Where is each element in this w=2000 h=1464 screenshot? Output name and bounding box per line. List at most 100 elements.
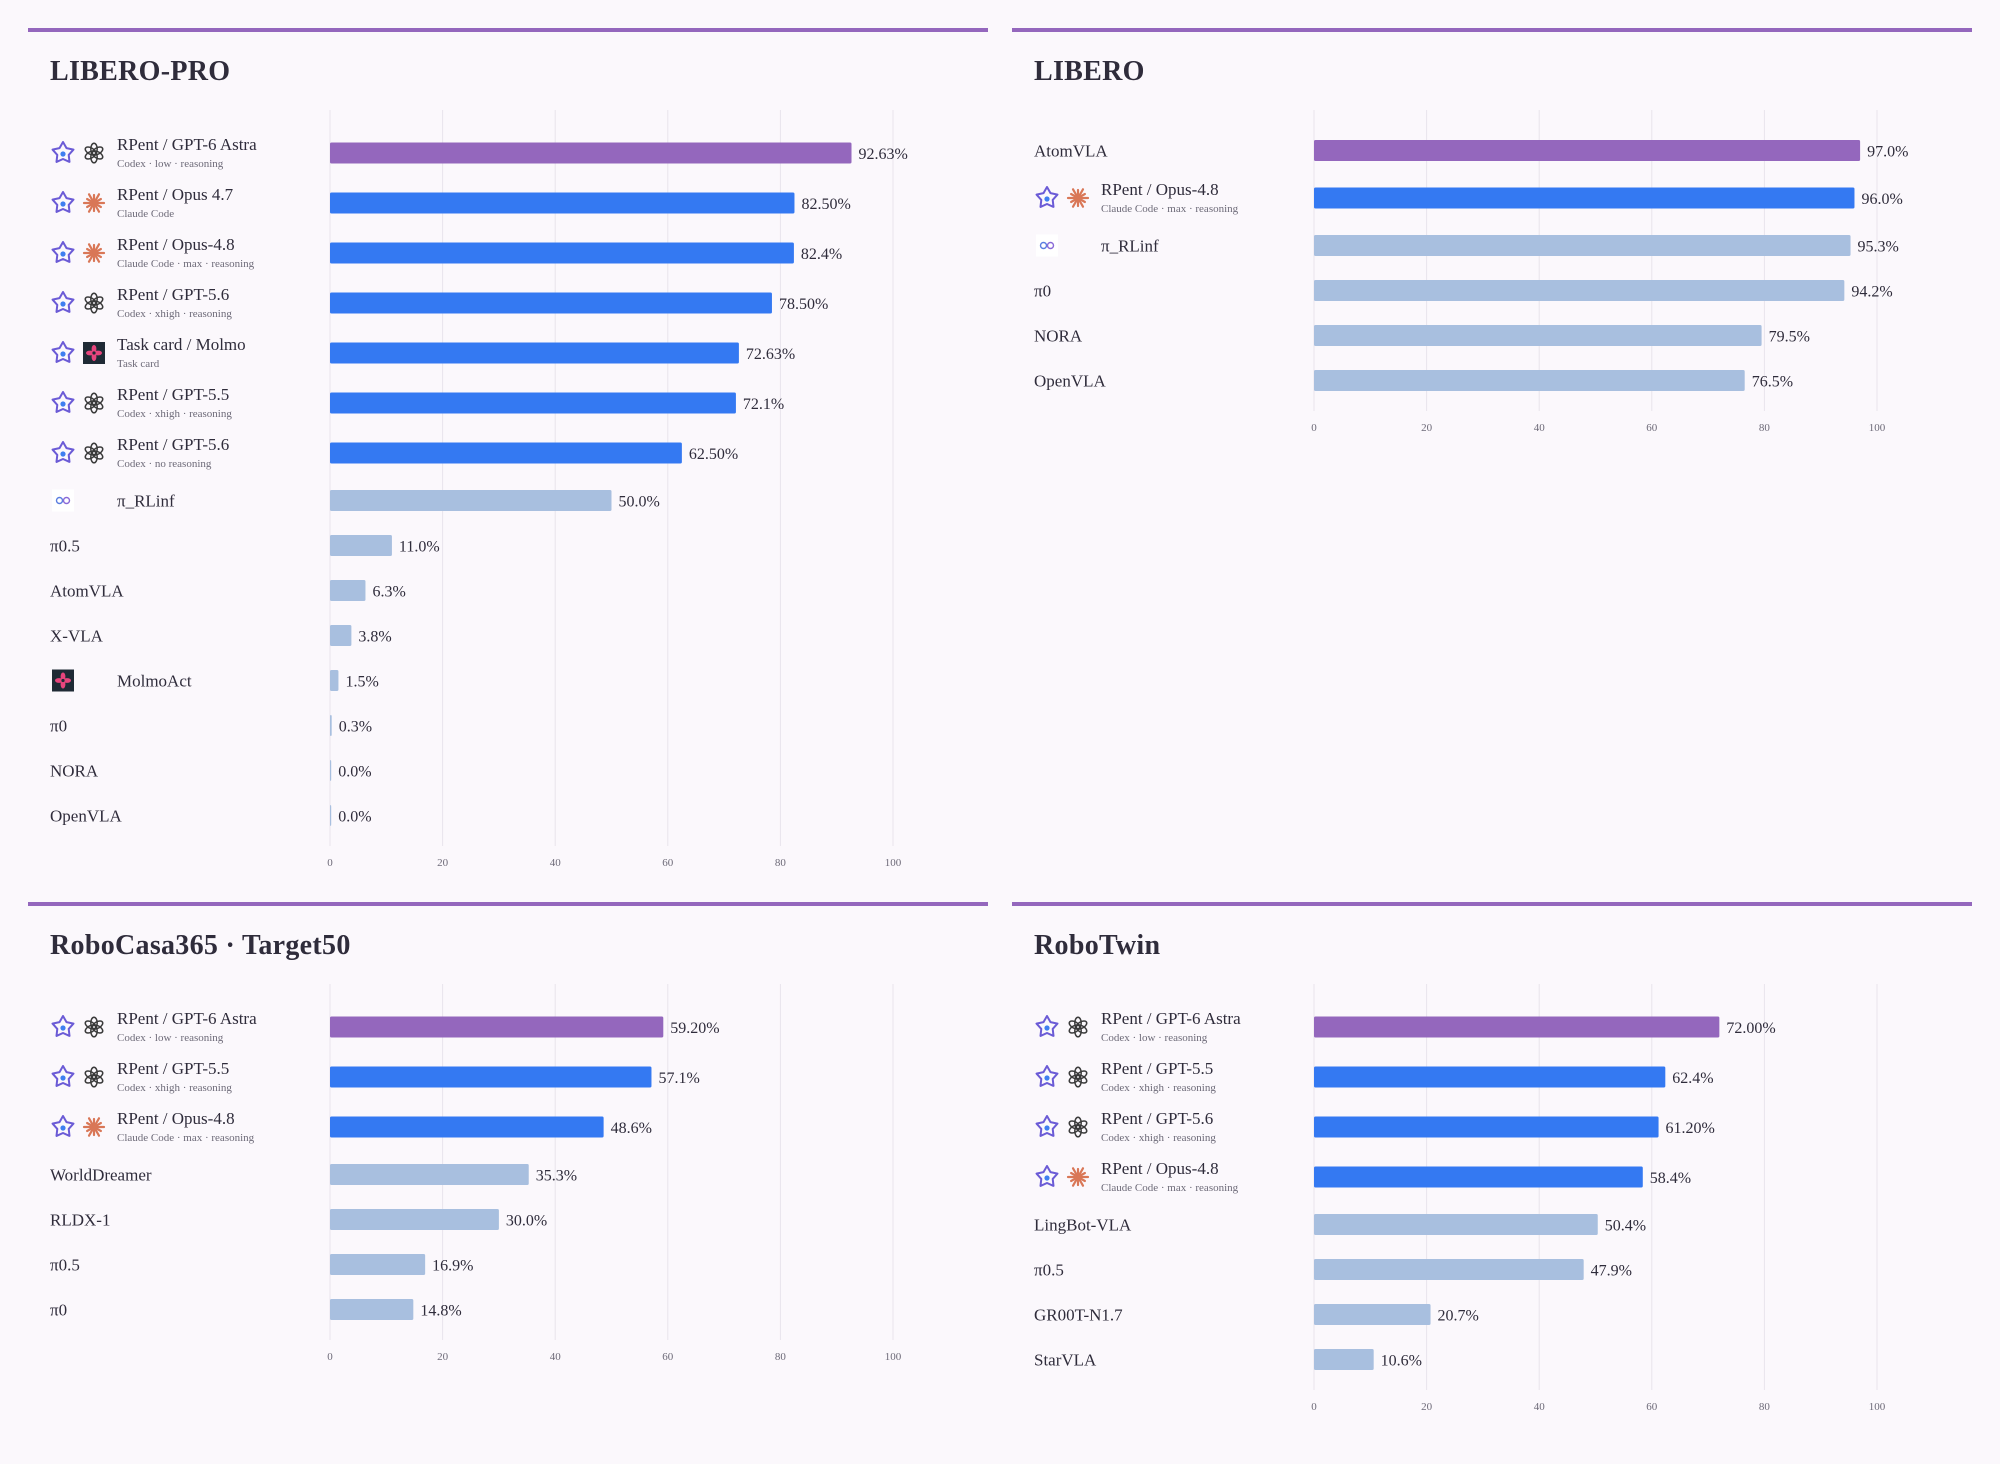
rpent-icon — [51, 341, 75, 363]
bar-row: RPent / Opus-4.8 Claude Code · max · reas… — [51, 235, 842, 270]
bar-row: RPent / GPT-5.5 Codex · xhigh · reasoning… — [51, 1059, 700, 1094]
rpent-icon — [1035, 1065, 1059, 1087]
openai-icon — [84, 292, 104, 314]
claude-icon — [1066, 188, 1090, 208]
x-tick-label: 40 — [550, 1351, 562, 1363]
openai-icon — [84, 1066, 104, 1088]
bar — [330, 142, 852, 164]
bar-row: π0.5 11.0% — [50, 535, 440, 556]
bar-chart-libero: 0 20 40 60 80 100 AtomVLA 97.0% RPent / Opus-4.8… — [1034, 110, 1908, 434]
openai-icon — [1068, 1066, 1088, 1088]
x-tick-label: 80 — [1759, 1401, 1771, 1413]
bar-row: AtomVLA 97.0% — [1034, 140, 1908, 161]
category-sublabel: Claude Code · max · reasoning — [1101, 1182, 1239, 1194]
value-label: 47.9% — [1591, 1263, 1632, 1280]
value-label: 0.0% — [338, 764, 371, 781]
panel-rule — [1012, 902, 1972, 906]
value-label: 78.50% — [779, 296, 828, 313]
bar-row: RPent / GPT-6 Astra Codex · low · reasoni… — [1035, 1009, 1776, 1044]
panel-robotwin: RoboTwin 0 20 40 60 80 100 RPent / GPT-6 Astra… — [1012, 902, 1972, 1413]
category-label: OpenVLA — [50, 807, 122, 826]
category-sublabel: Codex · low · reasoning — [117, 158, 224, 170]
bar — [1314, 1349, 1374, 1370]
category-label: X-VLA — [50, 627, 104, 646]
openai-icon — [84, 1016, 104, 1038]
value-label: 30.0% — [506, 1213, 547, 1230]
category-label: RPent / Opus-4.8 — [1101, 1159, 1219, 1178]
category-label: RLDX-1 — [50, 1211, 110, 1230]
bar — [330, 242, 794, 264]
bar — [330, 535, 392, 556]
bar — [1314, 280, 1845, 301]
x-tick-label: 20 — [1421, 1401, 1433, 1413]
panel-rule — [28, 902, 988, 906]
category-label: NORA — [1034, 327, 1083, 346]
bar — [1314, 1116, 1659, 1138]
x-axis-ticks: 0 20 40 60 80 100 — [327, 857, 902, 869]
category-label: RPent / GPT-5.6 — [1101, 1109, 1213, 1128]
rpent-icon — [1035, 1165, 1059, 1187]
bar-row: RPent / Opus-4.8 Claude Code · max · reas… — [1035, 1159, 1691, 1194]
category-sublabel: Claude Code · max · reasoning — [117, 258, 255, 270]
bar-row: GR00T-N1.7 20.7% — [1034, 1304, 1479, 1325]
claude-icon — [82, 243, 106, 263]
category-label: GR00T-N1.7 — [1034, 1306, 1123, 1325]
category-label: RPent / GPT-5.6 — [117, 285, 229, 304]
value-label: 92.63% — [859, 146, 908, 163]
value-label: 82.4% — [801, 246, 842, 263]
value-label: 11.0% — [399, 539, 440, 556]
category-label: OpenVLA — [1034, 372, 1106, 391]
category-label: π0 — [1034, 282, 1051, 301]
value-label: 79.5% — [1769, 329, 1810, 346]
value-label: 50.4% — [1605, 1218, 1646, 1235]
bar-row: RPent / GPT-5.6 Codex · xhigh · reasoning… — [51, 285, 828, 320]
category-label: RPent / Opus-4.8 — [1101, 180, 1219, 199]
category-label: RPent / GPT-6 Astra — [117, 135, 257, 154]
category-sublabel: Codex · xhigh · reasoning — [117, 1082, 232, 1094]
category-label: MolmoAct — [117, 672, 192, 691]
category-label: π_RLinf — [117, 492, 175, 511]
bar-row: OpenVLA 0.0% — [50, 805, 372, 826]
rpent-icon — [51, 1115, 75, 1137]
molmo-icon — [52, 669, 74, 692]
value-label: 72.1% — [743, 396, 784, 413]
category-sublabel: Codex · xhigh · reasoning — [1101, 1082, 1216, 1094]
x-tick-label: 20 — [437, 1351, 449, 1363]
category-label: RPent / Opus-4.8 — [117, 1109, 235, 1128]
openai-icon — [1068, 1116, 1088, 1138]
bar-row: RPent / GPT-5.5 Codex · xhigh · reasoning… — [1035, 1059, 1714, 1094]
bar-row: π0.5 16.9% — [50, 1254, 473, 1275]
x-tick-label: 100 — [885, 1351, 902, 1363]
bar — [1314, 235, 1851, 256]
claude-icon — [82, 193, 106, 213]
x-tick-label: 60 — [1646, 422, 1658, 434]
category-sublabel: Claude Code · max · reasoning — [1101, 203, 1239, 215]
bar — [330, 192, 795, 214]
value-label: 82.50% — [801, 196, 850, 213]
category-label: LingBot-VLA — [1034, 1216, 1132, 1235]
bar-row: Task card / Molmo Task card 72.63% — [51, 335, 795, 370]
x-tick-label: 20 — [1421, 422, 1433, 434]
category-label: AtomVLA — [1034, 142, 1108, 161]
category-sublabel: Codex · xhigh · reasoning — [117, 308, 232, 320]
value-label: 0.0% — [338, 809, 371, 826]
x-axis-ticks: 0 20 40 60 80 100 — [1311, 1401, 1886, 1413]
panel-rule — [28, 28, 988, 32]
rpent-icon — [51, 1065, 75, 1087]
openai-icon — [84, 442, 104, 464]
x-tick-label: 80 — [1759, 422, 1771, 434]
category-sublabel: Claude Code · max · reasoning — [117, 1132, 255, 1144]
value-label: 1.5% — [345, 674, 378, 691]
value-label: 58.4% — [1650, 1170, 1691, 1187]
bar-row: OpenVLA 76.5% — [1034, 370, 1793, 391]
x-tick-label: 80 — [775, 1351, 787, 1363]
rpent-icon — [51, 241, 75, 263]
x-tick-label: 40 — [1534, 422, 1546, 434]
value-label: 62.50% — [689, 446, 738, 463]
rpent-icon — [51, 441, 75, 463]
bar — [330, 342, 739, 364]
value-label: 95.3% — [1858, 239, 1899, 256]
value-label: 6.3% — [372, 584, 405, 601]
bar — [1314, 1066, 1666, 1088]
bar-row: π0.5 47.9% — [1034, 1259, 1632, 1280]
